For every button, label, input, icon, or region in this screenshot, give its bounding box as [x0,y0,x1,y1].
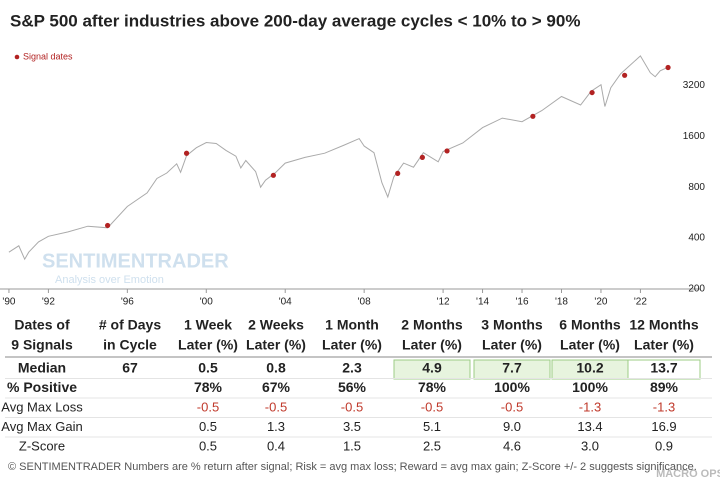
table-cell: 56% [338,379,367,395]
table-cell: 78% [418,379,447,395]
x-tick-label: '22 [634,297,647,308]
table-cell: -1.3 [653,399,675,414]
signal-dot [419,154,425,161]
signal-dot [183,150,190,156]
watermark-corner: MACRO OPS [656,468,720,480]
table-cell: 16.9 [651,419,676,434]
table-cell: 3.0 [581,438,599,453]
x-tick-label: '18 [555,297,568,308]
x-tick-label: '04 [279,297,292,308]
table-cell: 13.7 [650,360,677,376]
table-cell: -0.5 [197,399,219,414]
column-header: # of Days [99,317,161,333]
y-tick-label: 800 [688,182,705,193]
column-header: Later (%) [482,337,542,353]
signal-dot [665,64,671,71]
column-header: in Cycle [103,337,157,353]
column-header: 1 Week [184,317,232,333]
column-header: Later (%) [322,337,382,353]
x-tick-label: '16 [516,297,529,308]
table-cell: -0.5 [265,399,287,414]
table-cell: 3.5 [343,419,361,434]
watermark-logo: SENTIMENTRADER [42,250,229,272]
table-cell: 0.9 [655,438,673,453]
y-tick-label: 1600 [683,131,706,142]
x-tick-label: '96 [121,297,134,308]
signal-dot [395,170,401,177]
legend-label: Signal dates [23,51,73,61]
x-tick-label: '12 [437,297,450,308]
table-cell: 100% [572,379,608,395]
column-header: Later (%) [634,337,694,353]
row-label: Avg Max Loss [1,399,83,414]
column-header: Later (%) [246,337,306,353]
price-line [8,55,669,261]
table-cell: 13.4 [577,419,602,434]
table-cell: 67 [122,360,138,376]
table-cell: 78% [194,379,223,395]
table-cell: 4.9 [422,360,442,376]
column-header: Later (%) [560,337,620,353]
column-header: 1 Month [325,317,379,333]
row-label: Median [18,360,66,376]
table-cell: 7.7 [502,360,522,376]
signal-dot [589,89,595,96]
table-cell: 9.0 [503,419,521,434]
table-cell: -0.5 [341,399,363,414]
signal-dot [530,113,536,119]
table-cell: 0.5 [199,419,217,434]
column-header: Later (%) [402,337,462,353]
row-label: % Positive [7,379,77,395]
signal-dot [270,172,276,178]
table-cell: 89% [650,379,679,395]
table-cell: 67% [262,379,291,395]
y-tick-label: 400 [688,233,705,244]
x-tick-label: '20 [594,297,607,308]
signal-dot [444,148,450,154]
table-cell: 2.3 [342,360,362,376]
column-header: Later (%) [178,337,238,353]
y-tick-label: 200 [688,284,705,295]
table-cell: 0.4 [267,438,285,453]
chart-title: S&P 500 after industries above 200-day a… [10,11,580,30]
table-cell: 5.1 [423,419,441,434]
row-label: Avg Max Gain [1,419,82,434]
table-cell: -0.5 [421,399,443,414]
column-header: 2 Weeks [248,317,304,333]
x-tick-label: '14 [476,297,489,308]
signal-dot [105,222,111,229]
y-tick-label: 3200 [683,80,706,91]
row-label: Z-Score [19,438,65,453]
footnote: © SENTIMENTRADER Numbers are % return af… [8,461,697,473]
table-cell: 10.2 [576,360,603,376]
table-cell: 0.5 [199,438,217,453]
column-header: 6 Months [559,317,621,333]
column-header: 12 Months [629,317,698,333]
column-header: Dates of [14,317,70,333]
x-tick-label: '00 [200,297,213,308]
table-cell: 2.5 [423,438,441,453]
table-cell: -1.3 [579,399,601,414]
column-header: 9 Signals [11,337,73,353]
x-tick-label: '92 [42,297,55,308]
x-tick-label: '08 [358,297,371,308]
table-cell: 100% [494,379,530,395]
column-header: 2 Months [401,317,463,333]
table-cell: 0.5 [198,360,218,376]
table-cell: 0.8 [266,360,286,376]
table-cell: 1.3 [267,419,285,434]
signal-dot [622,72,628,78]
watermark-tagline: Analysis over Emotion [55,274,164,286]
x-tick-label: '90 [2,297,15,308]
table-cell: 1.5 [343,438,361,453]
table-cell: 4.6 [503,438,521,453]
column-header: 3 Months [481,317,543,333]
table-cell: -0.5 [501,399,523,414]
legend-marker [14,54,20,60]
